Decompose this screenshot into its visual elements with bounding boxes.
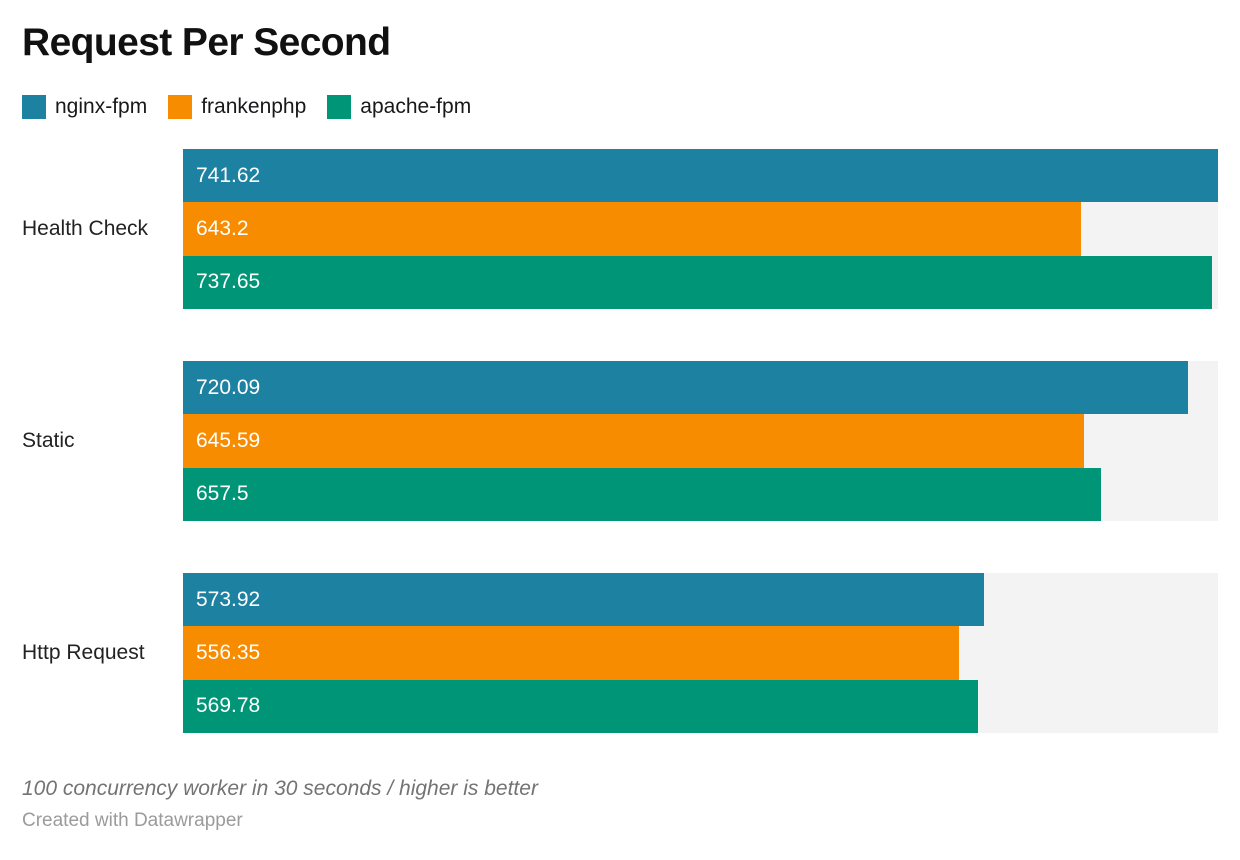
legend-item-frankenphp: frankenphp xyxy=(168,94,307,119)
bar-value-label: 573.92 xyxy=(196,587,261,611)
nginx-fpm-bar[interactable]: 573.92 xyxy=(183,572,984,627)
frankenphp-bar[interactable]: 556.35 xyxy=(183,626,960,680)
category-label: Http Request xyxy=(22,640,145,664)
bar-group: Static 720.09 645.59 657.5 xyxy=(22,360,1218,521)
bar-track: 720.09 645.59 657.5 xyxy=(183,360,1218,521)
legend-label: frankenphp xyxy=(201,95,307,119)
bar-value-label: 657.5 xyxy=(196,482,249,506)
datawrapper-credit[interactable]: Created with Datawrapper xyxy=(22,809,243,831)
legend-label: apache-fpm xyxy=(360,95,472,119)
bar-value-label: 643.2 xyxy=(196,216,249,240)
bar-value-label: 720.09 xyxy=(196,375,261,399)
legend-item-apache-fpm: apache-fpm xyxy=(327,94,472,119)
nginx-fpm-bar[interactable]: 720.09 xyxy=(183,360,1188,415)
bar-value-label: 737.65 xyxy=(196,270,261,294)
legend: nginx-fpm frankenphp apache-fpm xyxy=(22,94,1218,119)
bar-value-label: 556.35 xyxy=(196,640,261,664)
bar-value-label: 569.78 xyxy=(196,694,261,718)
legend-item-nginx-fpm: nginx-fpm xyxy=(22,94,148,119)
legend-swatch-icon xyxy=(22,94,46,119)
legend-swatch-icon xyxy=(168,94,193,119)
category-label: Static xyxy=(22,428,75,452)
chart-footer: 100 concurrency worker in 30 seconds / h… xyxy=(22,777,1218,832)
legend-label: nginx-fpm xyxy=(55,95,148,119)
category-label: Health Check xyxy=(22,216,149,240)
bar-value-label: 741.62 xyxy=(196,163,261,187)
bar-track: 741.62 643.2 737.65 xyxy=(183,148,1218,309)
apache-fpm-bar[interactable]: 657.5 xyxy=(183,467,1101,521)
bar-track: 573.92 556.35 569.78 xyxy=(183,572,1218,733)
bar-value-label: 645.59 xyxy=(196,428,261,452)
frankenphp-bar[interactable]: 645.59 xyxy=(183,414,1084,468)
bar-group: Http Request 573.92 556.35 569.78 xyxy=(22,572,1218,733)
chart-title: Request Per Second xyxy=(22,21,391,64)
chart-container: Request Per Second nginx-fpm frankenphp ap… xyxy=(0,21,1240,832)
apache-fpm-bar[interactable]: 569.78 xyxy=(183,679,979,733)
legend-swatch-icon xyxy=(327,94,352,119)
chart-note: 100 concurrency worker in 30 seconds / h… xyxy=(22,776,538,800)
bar-group: Health Check 741.62 643.2 737.65 xyxy=(22,148,1218,309)
apache-fpm-bar[interactable]: 737.65 xyxy=(183,255,1213,309)
nginx-fpm-bar[interactable]: 741.62 xyxy=(183,148,1218,203)
bar-chart: Health Check 741.62 643.2 737.65 Static 720.0… xyxy=(22,148,1218,733)
frankenphp-bar[interactable]: 643.2 xyxy=(183,202,1081,256)
